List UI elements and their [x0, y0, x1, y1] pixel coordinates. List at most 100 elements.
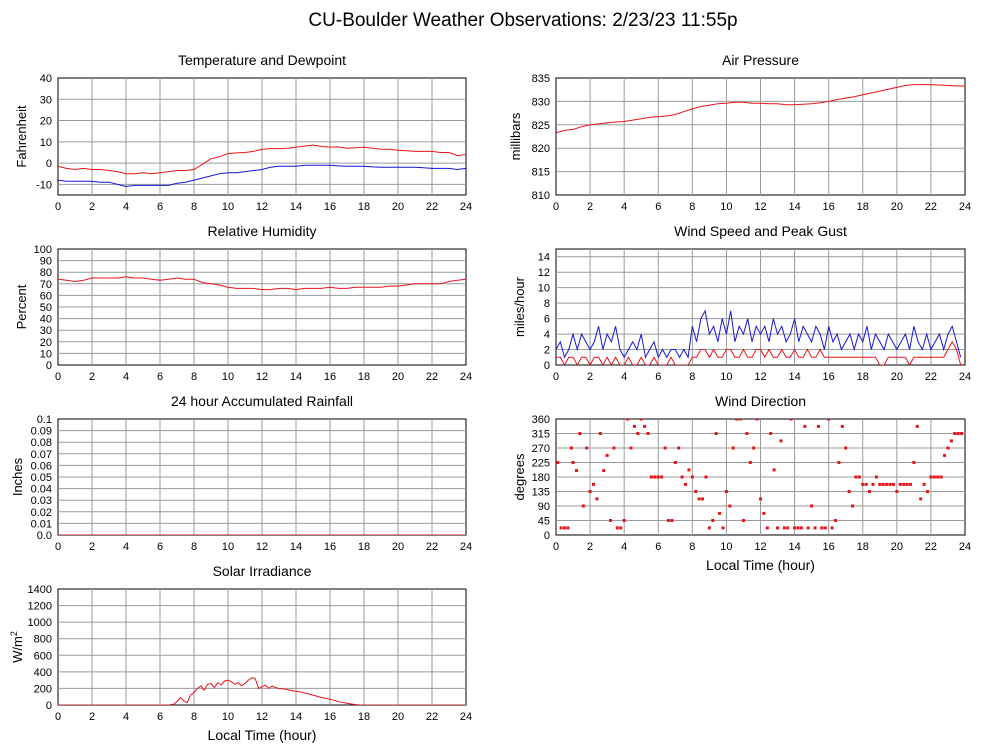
wind-speed-y-axis-title: miles/hour: [512, 276, 527, 337]
x-tick-label: 16: [823, 541, 835, 553]
x-tick-label: 16: [823, 201, 835, 213]
y-tick-label: 60: [40, 290, 52, 302]
x-tick-label: 20: [392, 541, 404, 553]
data-point: [772, 468, 776, 472]
x-tick-label: 0: [553, 371, 559, 383]
y-tick-label: 0.04: [31, 484, 52, 496]
x-tick-label: 22: [925, 371, 937, 383]
x-tick-label: 2: [587, 371, 593, 383]
humidity-title: Relative Humidity: [208, 223, 317, 239]
y-tick-label: 830: [532, 96, 550, 108]
x-tick-label: 12: [256, 201, 268, 213]
data-point: [932, 475, 936, 479]
x-tick-label: 6: [655, 371, 661, 383]
data-point: [874, 475, 878, 479]
y-tick-label: 135: [532, 487, 550, 499]
solar-title: Solar Irradiance: [213, 563, 312, 579]
data-point: [556, 461, 560, 464]
x-tick-label: 2: [89, 371, 95, 383]
y-tick-label: 0: [46, 158, 52, 170]
data-point: [915, 424, 919, 428]
data-point: [714, 432, 718, 435]
data-point: [615, 526, 619, 530]
y-tick-label: 10: [40, 348, 52, 360]
x-tick-label: 22: [426, 711, 438, 723]
pressure-y-axis-title: millibars: [508, 112, 523, 160]
data-point: [731, 446, 735, 450]
data-point: [827, 419, 831, 421]
data-point: [581, 504, 585, 508]
x-tick-label: 6: [655, 201, 661, 213]
data-point: [833, 519, 837, 522]
data-point: [888, 482, 892, 486]
x-tick-label: 18: [857, 371, 869, 383]
temperature-series-line-1: [58, 164, 466, 188]
y-tick-label: 0.09: [31, 426, 52, 438]
x-tick-label: 6: [157, 201, 163, 213]
data-point: [622, 519, 626, 522]
data-point: [619, 526, 623, 530]
data-point: [861, 482, 865, 486]
data-point: [765, 526, 769, 530]
solar-y-axis-title: W/m2: [9, 631, 25, 663]
data-point: [857, 475, 861, 479]
data-point: [639, 419, 643, 421]
y-axis-title-superscript: 2: [9, 631, 19, 636]
y-tick-label: 90: [40, 256, 52, 268]
data-point: [711, 519, 715, 522]
data-point: [806, 526, 810, 530]
data-point: [626, 419, 630, 421]
data-point: [605, 453, 609, 457]
y-tick-label: 270: [532, 443, 550, 455]
y-tick-label: 835: [532, 73, 550, 85]
x-tick-label: 14: [788, 371, 800, 383]
x-tick-label: 16: [324, 541, 336, 553]
data-point: [759, 497, 762, 501]
y-tick-label: 70: [40, 279, 52, 291]
data-point: [704, 475, 708, 479]
x-tick-label: 24: [460, 711, 472, 723]
data-point: [660, 475, 664, 479]
x-tick-label: 4: [621, 541, 627, 553]
y-tick-label: 10: [40, 137, 52, 149]
x-tick-label: 0: [55, 541, 61, 553]
data-point: [666, 519, 670, 522]
x-tick-label: 10: [720, 371, 732, 383]
y-tick-label: 810: [532, 190, 550, 202]
data-point: [745, 432, 749, 435]
x-tick-label: 18: [358, 371, 370, 383]
x-tick-label: 2: [587, 541, 593, 553]
x-tick-label: 12: [754, 201, 766, 213]
data-point: [680, 475, 684, 479]
data-point: [837, 461, 841, 464]
data-point: [813, 526, 817, 530]
x-tick-label: 22: [426, 541, 438, 553]
data-point: [612, 446, 616, 450]
data-point: [868, 490, 872, 493]
x-tick-label: 18: [857, 541, 869, 553]
x-tick-label: 6: [157, 711, 163, 723]
data-point: [936, 475, 940, 479]
data-point: [697, 497, 701, 501]
data-point: [816, 424, 820, 428]
data-point: [670, 519, 674, 522]
x-tick-label: 12: [256, 711, 268, 723]
solar-series-line-0: [58, 677, 466, 705]
data-point: [673, 461, 677, 464]
x-tick-label: 2: [89, 711, 95, 723]
rainfall-title: 24 hour Accumulated Rainfall: [171, 393, 353, 409]
x-tick-label: 0: [553, 201, 559, 213]
wind-direction-x-axis-title: Local Time (hour): [706, 557, 815, 573]
data-point: [636, 432, 640, 435]
data-point: [840, 424, 844, 428]
humidity-series-line-0: [58, 276, 466, 291]
x-tick-label: 14: [290, 201, 302, 213]
x-tick-label: 24: [460, 541, 472, 553]
x-tick-label: 6: [655, 541, 661, 553]
y-tick-label: 820: [532, 143, 550, 155]
rainfall-y-axis-title: Inches: [10, 457, 25, 496]
data-point: [926, 490, 930, 493]
